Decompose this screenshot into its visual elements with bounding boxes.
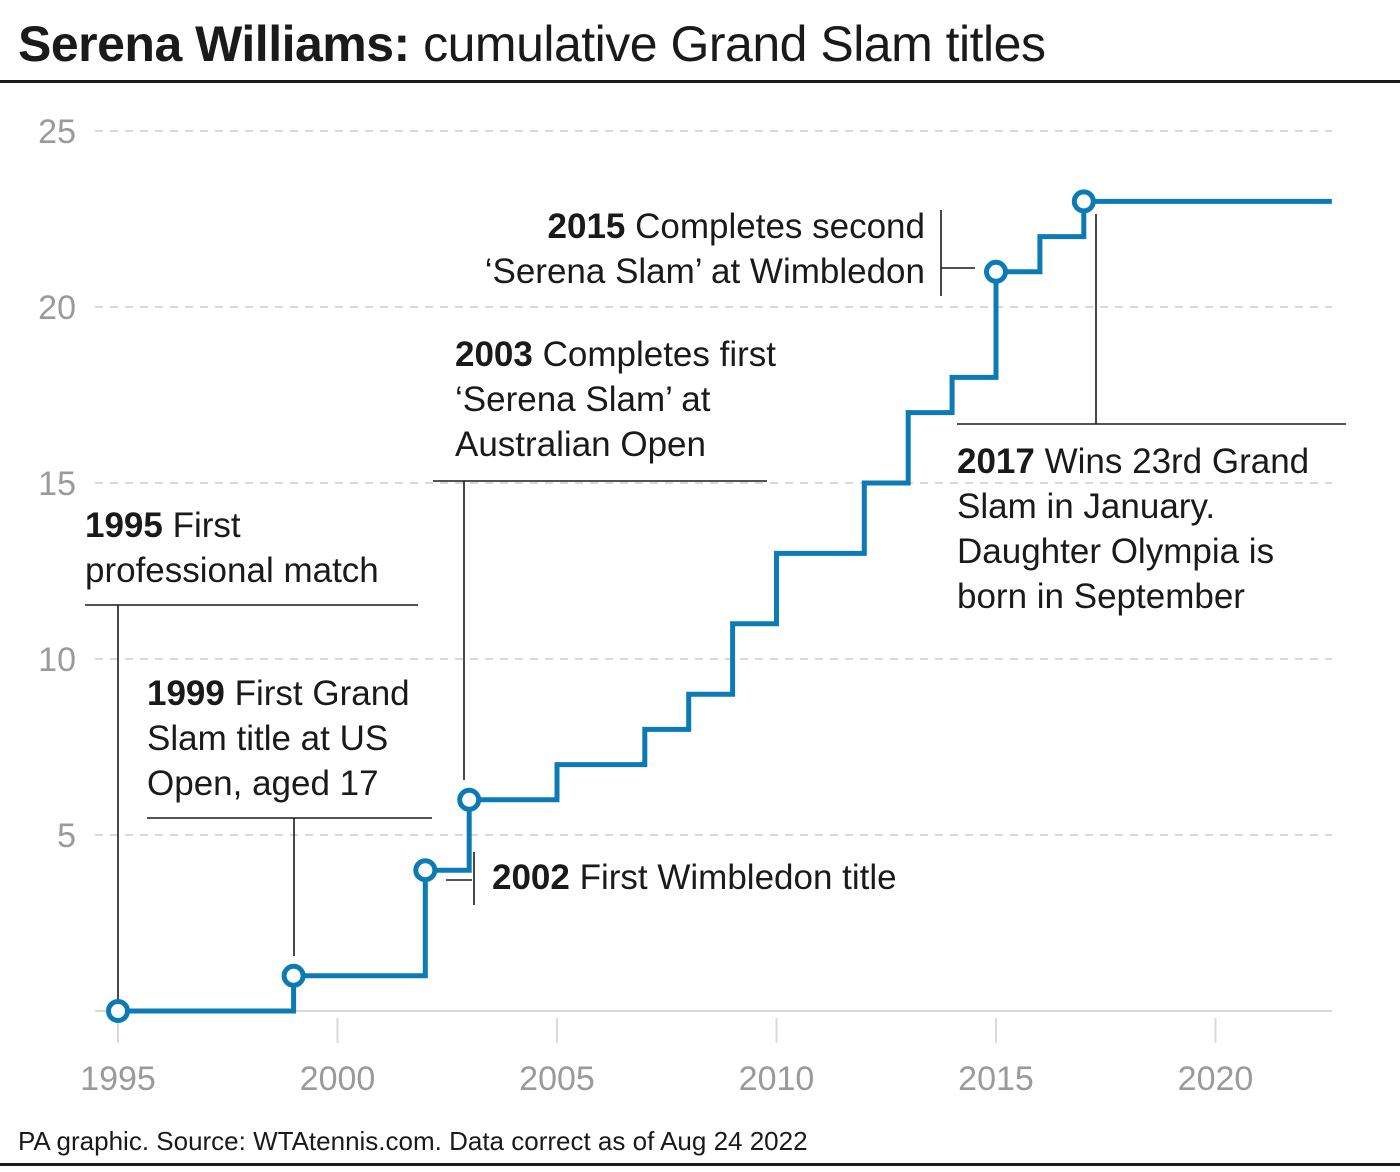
data-marker <box>413 858 438 883</box>
annotation-text: First Grand <box>225 674 410 713</box>
data-marker <box>281 963 306 988</box>
annotation-year: 1995 <box>85 506 163 545</box>
annotation-year: 2003 <box>455 335 533 374</box>
x-tick-label: 2020 <box>1178 1060 1254 1098</box>
footer-rule <box>0 1163 1400 1166</box>
data-marker <box>1071 189 1096 214</box>
annotation-line: professional match <box>85 551 379 590</box>
y-axis: 5 10 15 20 25 <box>38 113 76 855</box>
annotation-line: 2003 Completes first <box>455 335 776 374</box>
annotation-line: born in September <box>957 577 1245 616</box>
annotation-text: Completes second <box>625 207 925 246</box>
x-tick-label: 2005 <box>519 1060 595 1098</box>
annotation-2017: 2017 Wins 23rd Grand Slam in January. Daug… <box>957 442 1309 616</box>
markers <box>106 189 1096 1023</box>
annotations: 1995 First professional match 1999 First G… <box>85 207 1309 897</box>
annotation-2015: 2015 Completes second ‘Serena Slam’ at Wi… <box>485 207 925 291</box>
annotation-text: Wins 23rd Grand <box>1035 442 1309 481</box>
annotation-text: First <box>163 506 241 545</box>
annotation-leaders <box>85 210 1346 1000</box>
data-marker <box>984 259 1008 284</box>
title-rule <box>0 80 1400 83</box>
x-axis: 1995 2000 2005 2010 2015 2020 <box>80 1018 1253 1098</box>
annotation-text: First Wimbledon title <box>570 858 897 897</box>
annotation-line: 2002 First Wimbledon title <box>492 858 897 897</box>
data-marker <box>106 999 130 1023</box>
chart-title-rest: cumulative Grand Slam titles <box>409 16 1046 72</box>
grid-lines <box>95 130 1332 1012</box>
x-tick-label: 2015 <box>958 1060 1034 1098</box>
annotation-line: 1995 First <box>85 506 241 545</box>
annotation-line: Slam in January. <box>957 487 1215 526</box>
y-tick-label: 5 <box>57 817 76 855</box>
annotation-year: 2015 <box>548 207 626 246</box>
chart-title: Serena Williams: cumulative Grand Slam t… <box>18 12 1046 76</box>
annotation-1995: 1995 First professional match <box>85 506 379 590</box>
annotation-line: 2015 Completes second <box>548 207 925 246</box>
annotation-line: ‘Serena Slam’ at <box>455 380 711 419</box>
source-footer: PA graphic. Source: WTAtennis.com. Data … <box>18 1126 808 1156</box>
annotation-line: 1999 First Grand <box>147 674 410 713</box>
x-tick-label: 1995 <box>80 1060 156 1098</box>
annotation-year: 1999 <box>147 674 225 713</box>
annotation-1999: 1999 First Grand Slam title at US Open, ag… <box>147 674 410 803</box>
annotation-line: ‘Serena Slam’ at Wimbledon <box>485 252 925 291</box>
x-tick-label: 2000 <box>300 1060 376 1098</box>
annotation-year: 2002 <box>492 858 570 897</box>
annotation-2003: 2003 Completes first ‘Serena Slam’ at Aust… <box>455 335 776 464</box>
chart-title-bold: Serena Williams: <box>18 16 410 72</box>
annotation-line: Australian Open <box>455 425 706 464</box>
y-tick-label: 20 <box>38 289 76 327</box>
x-tick-label: 2010 <box>739 1060 815 1098</box>
annotation-line: Daughter Olympia is <box>957 532 1274 571</box>
annotation-line: 2017 Wins 23rd Grand <box>957 442 1309 481</box>
annotation-text: Completes first <box>533 335 776 374</box>
data-marker <box>457 787 482 812</box>
annotation-year: 2017 <box>957 442 1035 481</box>
y-tick-label: 15 <box>38 465 76 503</box>
annotation-line: Open, aged 17 <box>147 764 379 803</box>
annotation-line: Slam title at US <box>147 719 388 758</box>
y-tick-label: 25 <box>38 113 76 151</box>
y-tick-label: 10 <box>38 641 76 679</box>
annotation-2002: 2002 First Wimbledon title <box>492 858 897 897</box>
